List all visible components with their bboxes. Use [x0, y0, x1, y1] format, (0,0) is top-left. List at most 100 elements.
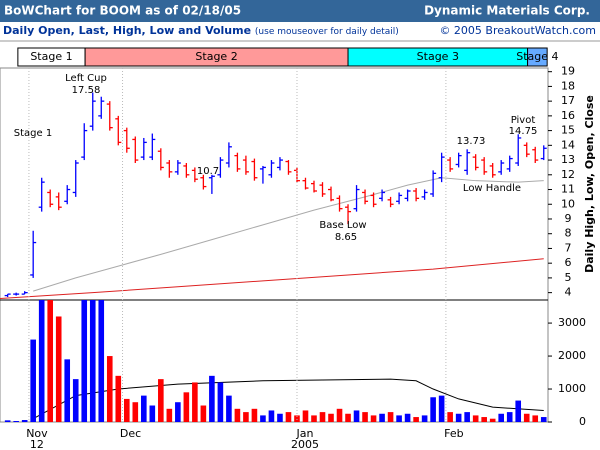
y-tick-label: 6 [565, 256, 572, 269]
stage-box [527, 47, 548, 67]
volume-bar [506, 412, 513, 422]
y-tick-label: 11 [561, 183, 575, 196]
overlay: Stage 1 Stage 2 Stage 3 Stage 4 Nov 12 Dec Jan 2… [14, 47, 596, 450]
volume-bar [149, 405, 156, 422]
volume-bar [362, 412, 368, 422]
volume-bar [234, 408, 241, 422]
y-tick-label: 14 [561, 138, 575, 151]
volume-bar [472, 415, 479, 422]
volume-bar [30, 339, 36, 422]
volume-bar [141, 395, 147, 422]
volume-tick-label: 2000 [558, 349, 586, 362]
y-tick-label: 13 [561, 153, 575, 166]
annotation: 17.58 [72, 85, 101, 96]
volume-bar [192, 382, 198, 422]
volume-bar [498, 413, 504, 422]
annotation: Left Cup [65, 73, 107, 84]
stage-label: Stage 4 [516, 50, 558, 63]
volume-bar [464, 412, 470, 422]
volume-bar [243, 412, 249, 422]
annotation: Stage 1 [14, 128, 52, 139]
y-axis-label: Daily High, Low, Open, Close [583, 95, 596, 273]
volume-bar [277, 413, 283, 422]
volume-bar [200, 405, 207, 422]
y-tick-label: 8 [565, 227, 572, 240]
volume-tick-label: 3000 [558, 316, 586, 329]
volume-panel [4, 300, 547, 422]
volume-bar [455, 413, 462, 422]
volume-bar [106, 356, 113, 422]
volume-bar [345, 413, 351, 422]
y-tick-label: 9 [565, 212, 572, 225]
annotation: Low Handle [463, 183, 521, 194]
header-bar [0, 0, 600, 22]
volume-bar [183, 392, 190, 422]
volume-bar [447, 412, 453, 422]
volume-bar [13, 421, 19, 422]
volume-bar [226, 395, 232, 422]
company-name: Dynamic Materials Corp. [424, 4, 590, 18]
volume-bar [158, 379, 164, 422]
header-title: BoWChart for BOOM as of 02/18/05 [4, 4, 241, 18]
annotation: 8.65 [335, 232, 357, 243]
volume-bar [260, 415, 266, 422]
volume-bar [55, 316, 62, 422]
annotation: 14.75 [509, 126, 538, 137]
volume-bar [123, 398, 130, 422]
y-tick-label: 16 [561, 109, 575, 122]
y-tick-label: 12 [561, 168, 575, 181]
volume-bar [175, 402, 181, 422]
volume-bar [396, 415, 402, 422]
volume-bar [209, 375, 215, 422]
moving-average [33, 177, 544, 292]
y-tick-label: 5 [565, 271, 572, 284]
volume-bar [285, 412, 292, 422]
volume-bar [268, 410, 275, 422]
stage-label: Stage 2 [195, 50, 237, 63]
y-tick-label: 18 [561, 79, 575, 92]
volume-bar [523, 413, 530, 422]
volume-bar [166, 408, 173, 422]
volume-bar [115, 375, 122, 422]
subtitle-note: (use mouseover for daily detail) [255, 27, 399, 37]
volume-bar [302, 410, 309, 422]
y-tick-label: 19 [561, 65, 575, 78]
x-tick-label: Nov [26, 427, 48, 440]
volume-bar [540, 417, 547, 422]
y-tick-label: 17 [561, 94, 575, 107]
annotation: Base Low [319, 220, 366, 231]
y-tick-label: 7 [565, 241, 572, 254]
x-tick-label: Dec [120, 427, 141, 440]
volume-bar [379, 413, 385, 422]
x-tick-label: Feb [444, 427, 463, 440]
subtitle-main: Daily Open, Last, High, Low and Volume [3, 24, 251, 37]
stage-label: Stage 3 [417, 50, 459, 63]
price-panel [0, 92, 547, 300]
volume-bar [515, 400, 522, 422]
volume-bar [81, 300, 88, 422]
volume-bar [47, 300, 54, 422]
x-tick-label: Jan [295, 427, 313, 440]
volume-bar [21, 420, 28, 422]
volume-average [32, 378, 544, 420]
volume-bar [421, 415, 428, 422]
copyright: © 2005 BreakoutWatch.com [439, 24, 596, 37]
volume-bar [132, 402, 139, 422]
volume-bar [251, 408, 258, 422]
volume-bar [319, 412, 326, 422]
volume-tick-label: 1000 [558, 382, 586, 395]
volume-bar [98, 300, 105, 422]
y-tick-label: 4 [565, 286, 572, 299]
volume-bar [72, 379, 79, 422]
volume-bar [38, 300, 45, 422]
volume-bar [404, 413, 411, 422]
stage-label: Stage 1 [30, 50, 72, 63]
volume-bar [489, 418, 496, 422]
volume-bar [89, 300, 96, 422]
volume-bar [353, 410, 360, 422]
volume-tick-label: 0 [579, 415, 586, 428]
volume-bar [328, 413, 334, 422]
volume-bar [413, 417, 419, 422]
volume-bar [370, 415, 377, 422]
